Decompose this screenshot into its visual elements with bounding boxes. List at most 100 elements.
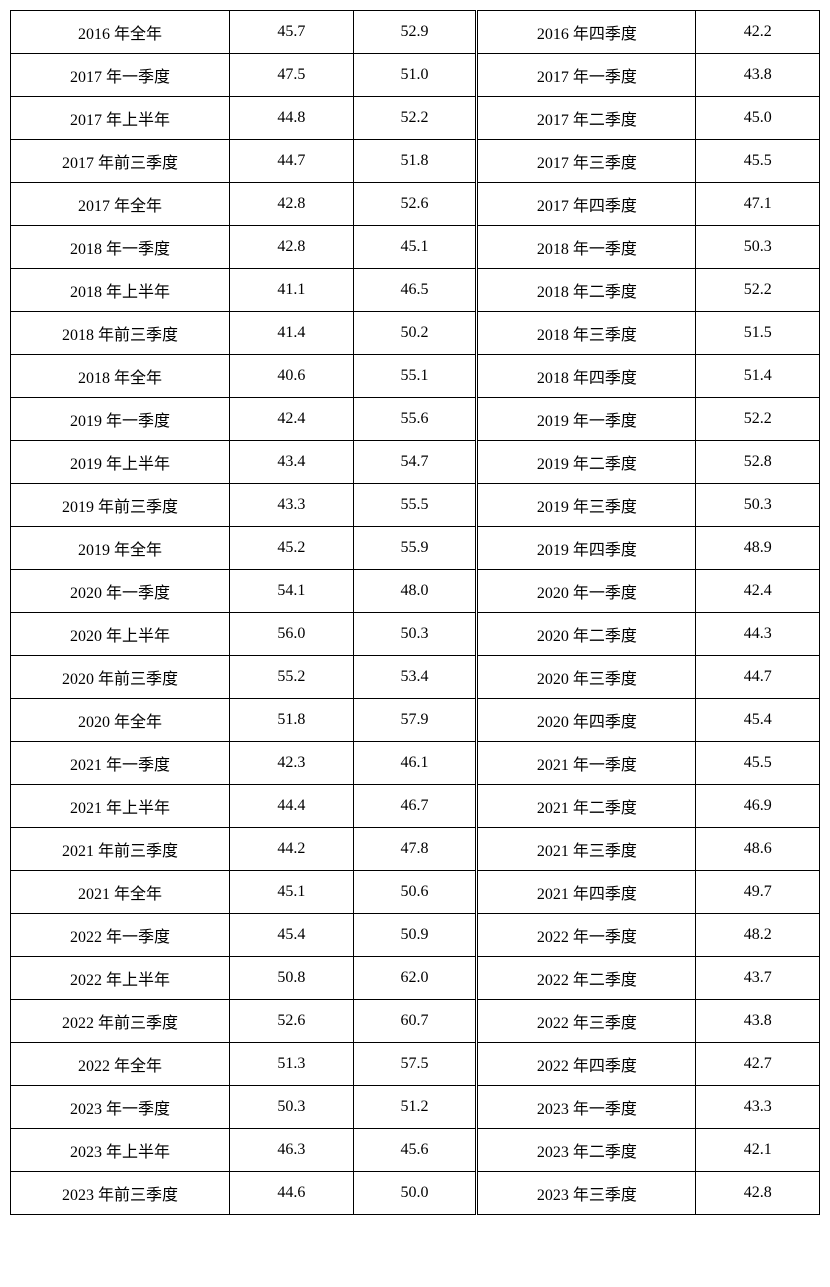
table-cell: 47.1 bbox=[696, 183, 820, 226]
table-row: 2019 年上半年43.454.72019 年二季度52.8 bbox=[11, 441, 820, 484]
table-cell: 46.5 bbox=[353, 269, 477, 312]
table-cell: 42.8 bbox=[230, 226, 354, 269]
table-cell: 2021 年一季度 bbox=[11, 742, 230, 785]
table-cell: 2023 年三季度 bbox=[477, 1172, 696, 1215]
table-cell: 44.7 bbox=[696, 656, 820, 699]
table-cell: 50.6 bbox=[353, 871, 477, 914]
table-cell: 55.9 bbox=[353, 527, 477, 570]
table-cell: 48.6 bbox=[696, 828, 820, 871]
table-cell: 46.1 bbox=[353, 742, 477, 785]
table-cell: 50.3 bbox=[353, 613, 477, 656]
table-cell: 2023 年一季度 bbox=[11, 1086, 230, 1129]
table-row: 2021 年上半年44.446.72021 年二季度46.9 bbox=[11, 785, 820, 828]
table-cell: 2022 年一季度 bbox=[477, 914, 696, 957]
table-cell: 42.4 bbox=[696, 570, 820, 613]
table-cell: 2019 年一季度 bbox=[11, 398, 230, 441]
table-cell: 2018 年前三季度 bbox=[11, 312, 230, 355]
table-cell: 42.2 bbox=[696, 11, 820, 54]
table-cell: 2022 年一季度 bbox=[11, 914, 230, 957]
table-cell: 43.8 bbox=[696, 54, 820, 97]
table-row: 2019 年一季度42.455.62019 年一季度52.2 bbox=[11, 398, 820, 441]
table-cell: 49.7 bbox=[696, 871, 820, 914]
table-body: 2016 年全年45.752.92016 年四季度42.22017 年一季度47… bbox=[11, 11, 820, 1215]
table-row: 2018 年全年40.655.12018 年四季度51.4 bbox=[11, 355, 820, 398]
table-cell: 52.9 bbox=[353, 11, 477, 54]
table-cell: 2018 年一季度 bbox=[11, 226, 230, 269]
table-cell: 46.7 bbox=[353, 785, 477, 828]
table-cell: 2021 年上半年 bbox=[11, 785, 230, 828]
table-cell: 2018 年四季度 bbox=[477, 355, 696, 398]
table-cell: 2023 年前三季度 bbox=[11, 1172, 230, 1215]
table-cell: 57.9 bbox=[353, 699, 477, 742]
table-cell: 2022 年二季度 bbox=[477, 957, 696, 1000]
table-cell: 47.5 bbox=[230, 54, 354, 97]
table-cell: 45.1 bbox=[353, 226, 477, 269]
table-cell: 2019 年前三季度 bbox=[11, 484, 230, 527]
table-cell: 2018 年全年 bbox=[11, 355, 230, 398]
table-cell: 2022 年三季度 bbox=[477, 1000, 696, 1043]
table-cell: 50.0 bbox=[353, 1172, 477, 1215]
table-cell: 51.8 bbox=[353, 140, 477, 183]
table-row: 2023 年上半年46.345.62023 年二季度42.1 bbox=[11, 1129, 820, 1172]
table-cell: 42.7 bbox=[696, 1043, 820, 1086]
table-cell: 45.0 bbox=[696, 97, 820, 140]
table-cell: 2019 年一季度 bbox=[477, 398, 696, 441]
table-cell: 2018 年上半年 bbox=[11, 269, 230, 312]
table-row: 2019 年前三季度43.355.52019 年三季度50.3 bbox=[11, 484, 820, 527]
table-cell: 51.2 bbox=[353, 1086, 477, 1129]
table-cell: 2016 年四季度 bbox=[477, 11, 696, 54]
table-cell: 46.3 bbox=[230, 1129, 354, 1172]
data-table: 2016 年全年45.752.92016 年四季度42.22017 年一季度47… bbox=[10, 10, 820, 1215]
table-cell: 45.2 bbox=[230, 527, 354, 570]
table-cell: 60.7 bbox=[353, 1000, 477, 1043]
table-cell: 54.1 bbox=[230, 570, 354, 613]
table-cell: 52.6 bbox=[230, 1000, 354, 1043]
table-cell: 2022 年四季度 bbox=[477, 1043, 696, 1086]
table-cell: 45.7 bbox=[230, 11, 354, 54]
table-cell: 2021 年二季度 bbox=[477, 785, 696, 828]
table-cell: 43.3 bbox=[230, 484, 354, 527]
table-row: 2022 年全年51.357.52022 年四季度42.7 bbox=[11, 1043, 820, 1086]
table-cell: 46.9 bbox=[696, 785, 820, 828]
table-cell: 53.4 bbox=[353, 656, 477, 699]
table-cell: 2022 年全年 bbox=[11, 1043, 230, 1086]
table-cell: 51.5 bbox=[696, 312, 820, 355]
table-row: 2022 年一季度45.450.92022 年一季度48.2 bbox=[11, 914, 820, 957]
table-cell: 2022 年前三季度 bbox=[11, 1000, 230, 1043]
table-cell: 48.2 bbox=[696, 914, 820, 957]
table-cell: 50.3 bbox=[230, 1086, 354, 1129]
table-cell: 2016 年全年 bbox=[11, 11, 230, 54]
table-cell: 45.4 bbox=[696, 699, 820, 742]
table-row: 2018 年前三季度41.450.22018 年三季度51.5 bbox=[11, 312, 820, 355]
table-row: 2020 年全年51.857.92020 年四季度45.4 bbox=[11, 699, 820, 742]
table-cell: 54.7 bbox=[353, 441, 477, 484]
table-cell: 55.1 bbox=[353, 355, 477, 398]
table-row: 2021 年全年45.150.62021 年四季度49.7 bbox=[11, 871, 820, 914]
table-cell: 51.0 bbox=[353, 54, 477, 97]
table-cell: 44.3 bbox=[696, 613, 820, 656]
table-row: 2017 年上半年44.852.22017 年二季度45.0 bbox=[11, 97, 820, 140]
table-cell: 2017 年前三季度 bbox=[11, 140, 230, 183]
table-row: 2023 年前三季度44.650.02023 年三季度42.8 bbox=[11, 1172, 820, 1215]
table-cell: 44.6 bbox=[230, 1172, 354, 1215]
table-cell: 2017 年二季度 bbox=[477, 97, 696, 140]
table-row: 2017 年前三季度44.751.82017 年三季度45.5 bbox=[11, 140, 820, 183]
table-cell: 2021 年三季度 bbox=[477, 828, 696, 871]
table-row: 2018 年一季度42.845.12018 年一季度50.3 bbox=[11, 226, 820, 269]
table-cell: 2023 年二季度 bbox=[477, 1129, 696, 1172]
table-cell: 51.8 bbox=[230, 699, 354, 742]
table-cell: 55.2 bbox=[230, 656, 354, 699]
table-cell: 40.6 bbox=[230, 355, 354, 398]
table-cell: 2021 年前三季度 bbox=[11, 828, 230, 871]
table-cell: 50.3 bbox=[696, 484, 820, 527]
table-cell: 2019 年二季度 bbox=[477, 441, 696, 484]
table-cell: 52.8 bbox=[696, 441, 820, 484]
table-cell: 42.8 bbox=[230, 183, 354, 226]
table-cell: 44.7 bbox=[230, 140, 354, 183]
table-cell: 41.1 bbox=[230, 269, 354, 312]
table-cell: 2020 年一季度 bbox=[477, 570, 696, 613]
table-cell: 52.2 bbox=[696, 269, 820, 312]
table-cell: 45.1 bbox=[230, 871, 354, 914]
table-cell: 47.8 bbox=[353, 828, 477, 871]
table-cell: 2020 年三季度 bbox=[477, 656, 696, 699]
